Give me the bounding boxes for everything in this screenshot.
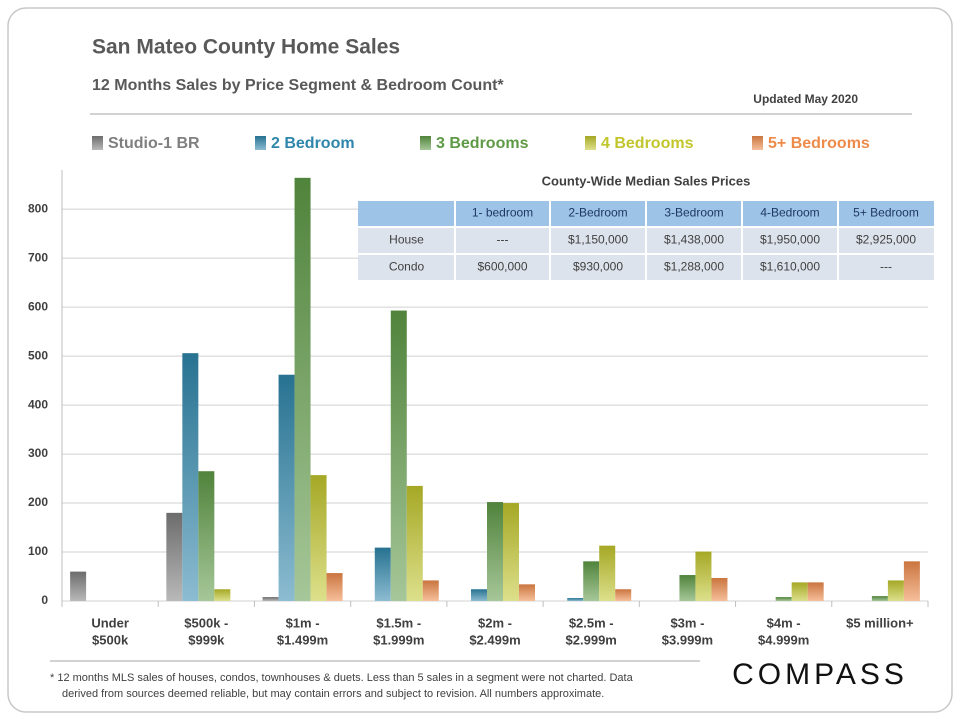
chart-title: San Mateo County Home Sales bbox=[92, 36, 400, 59]
legend-swatch bbox=[255, 136, 266, 150]
footnote-line: derived from sources deemed reliable, bu… bbox=[62, 688, 604, 700]
table-cell: $1,288,000 bbox=[664, 260, 724, 274]
bar bbox=[903, 561, 920, 601]
table-title: County-Wide Median Sales Prices bbox=[542, 173, 751, 188]
x-tick-label: $500k - bbox=[184, 615, 228, 630]
footnote-line: * 12 months MLS sales of houses, condos,… bbox=[50, 672, 634, 684]
updated-note: Updated May 2020 bbox=[753, 92, 858, 106]
x-tick-label: Under bbox=[91, 615, 129, 630]
legend-swatch bbox=[92, 136, 103, 150]
x-tick-label: $1.5m - bbox=[376, 615, 421, 630]
legend-label: 4 Bedrooms bbox=[601, 135, 694, 152]
bar bbox=[262, 597, 279, 601]
bar bbox=[775, 597, 792, 601]
bar bbox=[214, 589, 231, 601]
bar bbox=[583, 561, 600, 601]
legend-swatch bbox=[420, 136, 431, 150]
x-tick-label: $4.999m bbox=[758, 632, 809, 647]
table-row-label: Condo bbox=[389, 260, 425, 274]
table-cell: $930,000 bbox=[573, 260, 623, 274]
table-cell: --- bbox=[880, 260, 892, 274]
bar bbox=[487, 502, 503, 601]
bar bbox=[503, 503, 519, 601]
bar bbox=[615, 589, 632, 601]
table-header: 1- bedroom bbox=[472, 206, 533, 220]
table-cell: $1,950,000 bbox=[760, 233, 820, 247]
x-tick-label: $2.999m bbox=[566, 632, 617, 647]
x-tick-label: $4m - bbox=[767, 615, 801, 630]
legend-label: 3 Bedrooms bbox=[436, 135, 529, 152]
bar bbox=[471, 589, 487, 601]
bar bbox=[679, 575, 696, 601]
x-tick-label: $3m - bbox=[670, 615, 704, 630]
y-tick-label: 700 bbox=[28, 250, 48, 264]
bar bbox=[422, 580, 439, 601]
bar bbox=[695, 551, 712, 601]
table-cell: --- bbox=[497, 233, 509, 247]
x-tick-label: $3.999m bbox=[662, 632, 713, 647]
bar bbox=[310, 475, 327, 601]
bar bbox=[70, 571, 87, 601]
y-tick-label: 100 bbox=[28, 544, 48, 558]
legend-swatch bbox=[752, 136, 763, 150]
legend-swatch bbox=[585, 136, 596, 150]
y-tick-label: 500 bbox=[28, 348, 48, 362]
bar bbox=[871, 596, 888, 601]
x-tick-label: $2.499m bbox=[469, 632, 520, 647]
bar bbox=[567, 598, 584, 601]
legend-label: 5+ Bedrooms bbox=[768, 135, 870, 152]
bar bbox=[182, 353, 199, 601]
legend-label: Studio-1 BR bbox=[108, 135, 200, 152]
chart-subtitle: 12 Months Sales by Price Segment & Bedro… bbox=[92, 77, 504, 94]
bar bbox=[711, 577, 728, 601]
bar bbox=[791, 582, 808, 601]
bar bbox=[198, 471, 215, 601]
x-tick-label: $500k bbox=[92, 632, 129, 647]
x-tick-label: $1.999m bbox=[373, 632, 424, 647]
table-cell: $1,610,000 bbox=[760, 260, 820, 274]
bar bbox=[519, 584, 535, 601]
x-tick-label: $1.499m bbox=[277, 632, 328, 647]
bar bbox=[599, 545, 616, 601]
table-header: 4-Bedroom bbox=[760, 206, 819, 220]
y-tick-label: 200 bbox=[28, 495, 48, 509]
bar bbox=[390, 310, 407, 601]
bar bbox=[166, 512, 183, 601]
bar bbox=[374, 547, 391, 601]
bar bbox=[406, 485, 423, 601]
table-cell: $1,438,000 bbox=[664, 233, 724, 247]
table-header: 3-Bedroom bbox=[664, 206, 723, 220]
x-tick-label: $5 million+ bbox=[846, 615, 914, 630]
x-tick-label: $1m - bbox=[286, 615, 320, 630]
y-tick-label: 0 bbox=[41, 593, 48, 607]
bar bbox=[278, 374, 295, 601]
logo: COMPASS bbox=[732, 658, 908, 691]
y-tick-label: 300 bbox=[28, 446, 48, 460]
table-header: 5+ Bedroom bbox=[853, 206, 919, 220]
bar bbox=[294, 177, 311, 601]
table-cell: $2,925,000 bbox=[856, 233, 916, 247]
card bbox=[7, 7, 953, 713]
table-header: 2-Bedroom bbox=[568, 206, 627, 220]
x-tick-label: $2.5m - bbox=[569, 615, 614, 630]
x-tick-label: $999k bbox=[188, 632, 225, 647]
bar bbox=[807, 582, 824, 601]
bar bbox=[326, 573, 343, 601]
legend-label: 2 Bedroom bbox=[271, 135, 355, 152]
bar bbox=[887, 580, 904, 601]
table-row-label: House bbox=[389, 233, 424, 247]
y-tick-label: 400 bbox=[28, 397, 48, 411]
y-tick-label: 800 bbox=[28, 201, 48, 215]
y-tick-label: 600 bbox=[28, 299, 48, 313]
table-cell: $600,000 bbox=[477, 260, 527, 274]
table-cell: $1,150,000 bbox=[568, 233, 628, 247]
x-tick-label: $2m - bbox=[478, 615, 512, 630]
